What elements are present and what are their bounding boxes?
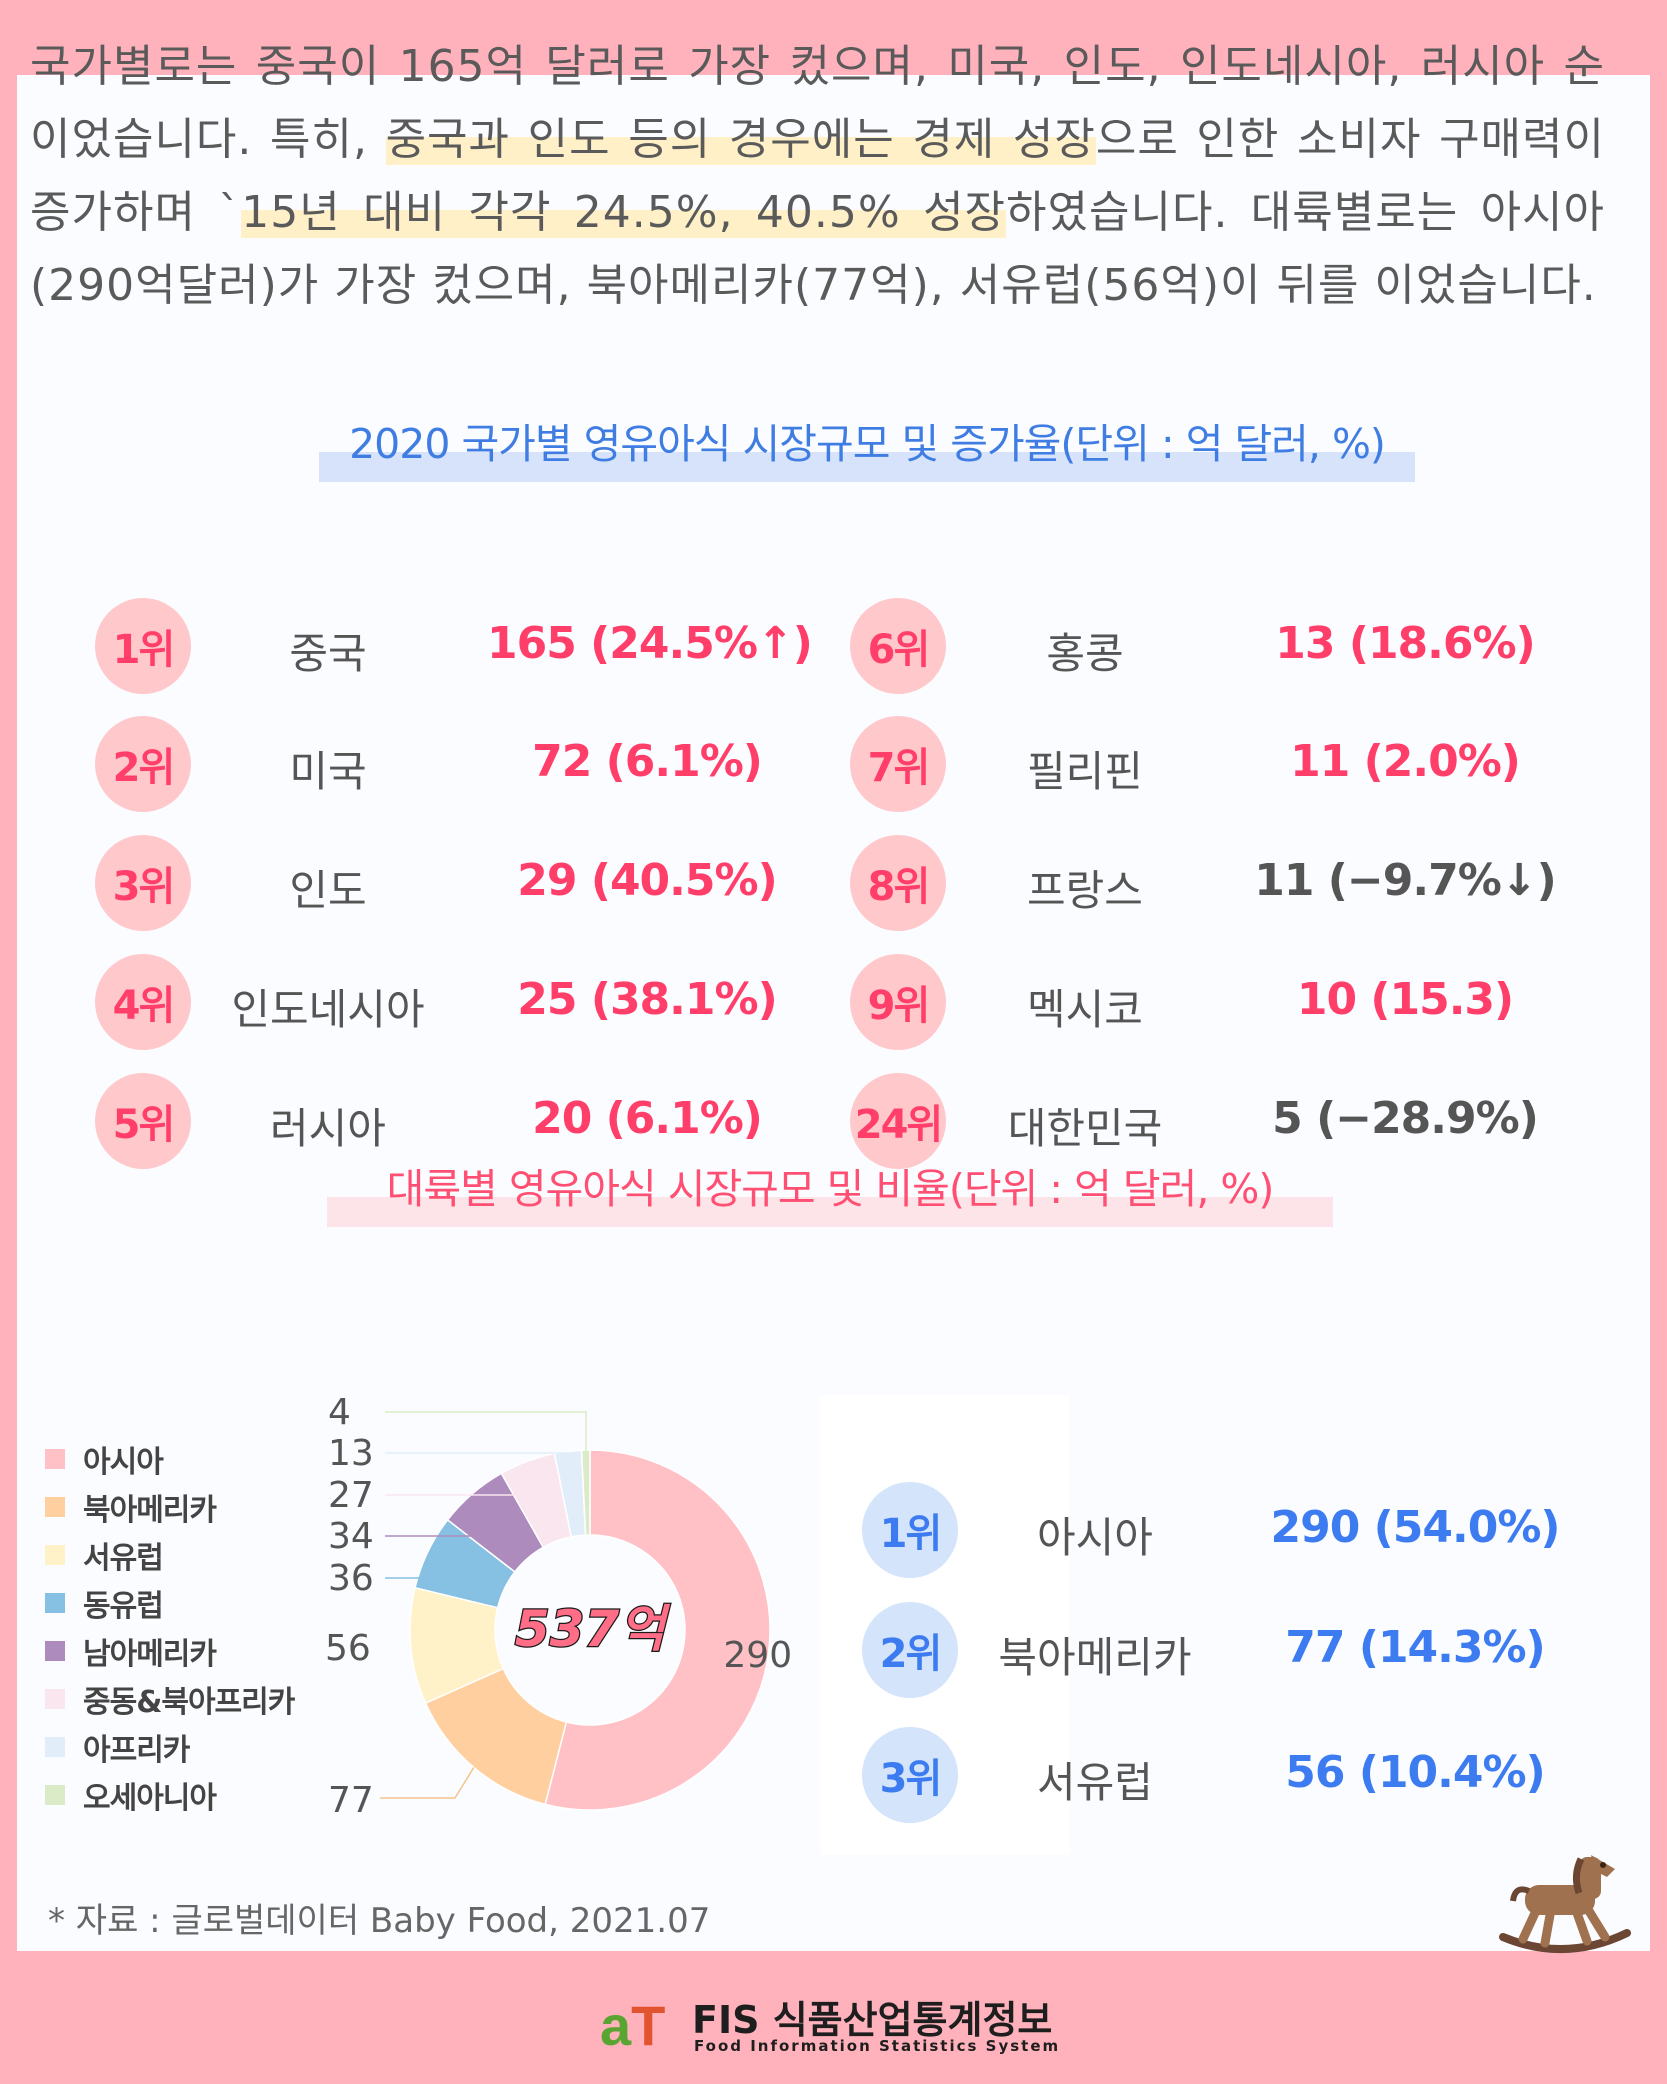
legend-label: 중동&북아프리카 (83, 1685, 295, 1720)
country-value: 5 (−28.9%) (1272, 1093, 1539, 1144)
continent-value: 77 (14.3%) (1285, 1622, 1545, 1673)
slice-value-label: 290 (723, 1635, 792, 1676)
slice-value-label: 34 (328, 1516, 374, 1557)
country-value: 11 (2.0%) (1290, 736, 1521, 787)
legend-label: 오세아니아 (83, 1781, 217, 1816)
legend-swatch (45, 1737, 65, 1757)
leader-line (385, 1556, 438, 1579)
country-value: 20 (6.1%) (532, 1093, 763, 1144)
leader-line (385, 1452, 570, 1462)
country-rank-badge: 1위 (95, 598, 191, 694)
leader-line (385, 1470, 532, 1496)
country-name: 인도네시아 (231, 985, 425, 1034)
rocking-horse-icon (1499, 1855, 1631, 1953)
source-note: * 자료 : 글로벌데이터 Baby Food, 2021.07 (48, 1901, 711, 1941)
country-name: 대한민국 (1007, 1104, 1163, 1153)
leader-line (385, 1501, 480, 1537)
country-value: 29 (40.5%) (517, 855, 777, 906)
leader-line (380, 1767, 475, 1799)
country-rank-badge: 6위 (850, 598, 946, 694)
continent-rank-badge: 2위 (862, 1602, 958, 1698)
legend-swatch (45, 1785, 65, 1805)
legend-label: 남아메리카 (83, 1637, 217, 1672)
country-value: 11 (−9.7%↓) (1254, 855, 1557, 906)
donut-center-label: 537억 (515, 1600, 671, 1658)
country-name: 중국 (289, 629, 367, 678)
legend-item: 아프리카 (45, 1723, 294, 1771)
country-name: 프랑스 (1027, 866, 1143, 915)
legend-swatch (45, 1689, 65, 1709)
country-value: 13 (18.6%) (1275, 618, 1535, 669)
legend-label: 아시아 (83, 1445, 164, 1480)
legend-label: 북아메리카 (83, 1493, 217, 1528)
legend-swatch (45, 1593, 65, 1613)
continent-rank-badge: 3위 (862, 1727, 958, 1823)
country-rank-badge: 2위 (95, 716, 191, 812)
country-rank-badge: 7위 (850, 716, 946, 812)
slice-value-label: 56 (325, 1628, 371, 1669)
slice-value-label: 36 (328, 1558, 374, 1599)
country-value: 25 (38.1%) (517, 974, 777, 1025)
legend-item: 서유럽 (45, 1531, 294, 1579)
legend-item: 아시아 (45, 1435, 294, 1483)
legend-item: 남아메리카 (45, 1627, 294, 1675)
country-name: 러시아 (270, 1104, 386, 1153)
intro-paragraph: 국가별로는 중국이 165억 달러로 가장 컸으며, 미국, 인도, 인도네시아… (30, 41, 1606, 311)
legend-swatch (45, 1545, 65, 1565)
country-value: 10 (15.3) (1296, 974, 1514, 1025)
country-rank-badge: 4위 (95, 954, 191, 1050)
brand-subtitle: Food Information Statistics System (694, 2037, 1061, 2055)
legend-item: 오세아니아 (45, 1771, 294, 1819)
leader-line (385, 1411, 587, 1461)
slice-value-label: 77 (328, 1780, 374, 1821)
legend-swatch (45, 1497, 65, 1517)
continent-name: 아시아 (1037, 1513, 1153, 1562)
slice-value-label: 13 (328, 1433, 374, 1474)
continent-donut-chart: 290 77 56 36 34 27 13 4 537억 (300, 1380, 820, 1840)
legend-item: 북아메리카 (45, 1483, 294, 1531)
country-rank-badge: 9위 (850, 954, 946, 1050)
slice-value-label: 27 (328, 1475, 374, 1516)
country-value: 72 (6.1%) (532, 736, 763, 787)
legend-label: 동유럽 (83, 1589, 164, 1624)
country-name: 멕시코 (1027, 985, 1143, 1034)
donut-slice (580, 1449, 591, 1536)
at-logo: aT (600, 1994, 666, 2057)
country-rank-badge: 5위 (95, 1073, 191, 1169)
footer-logo: aT FIS 식품산업통계정보 Food Information Statist… (600, 1985, 1100, 2057)
continent-section-title: 대륙별 영유아식 시장규모 및 비율(단위 : 억 달러, %) (327, 1155, 1333, 1227)
country-value: 165 (24.5%↑) (487, 618, 813, 669)
donut-slice (544, 1449, 771, 1811)
country-rank-badge: 24위 (850, 1073, 946, 1169)
legend-label: 아프리카 (83, 1733, 190, 1768)
continent-value: 56 (10.4%) (1285, 1747, 1545, 1798)
continent-name: 북아메리카 (998, 1633, 1192, 1682)
slice-value-label: 4 (328, 1392, 351, 1433)
continent-rank-badge: 1위 (862, 1482, 958, 1578)
highlight-rates: 15년 대비 각각 24.5%, 40.5% 성장 (241, 187, 1007, 238)
legend-label: 서유럽 (83, 1541, 164, 1576)
country-name: 홍콩 (1046, 629, 1124, 678)
legend-item: 동유럽 (45, 1579, 294, 1627)
country-rank-badge: 8위 (850, 835, 946, 931)
highlight-growth: 중국과 인도 등의 경우에는 경제 성장 (385, 114, 1096, 165)
continent-name: 서유럽 (1037, 1758, 1153, 1807)
country-name: 필리핀 (1027, 747, 1143, 796)
continent-value: 290 (54.0%) (1270, 1502, 1560, 1553)
country-rank-badge: 3위 (95, 835, 191, 931)
country-section-title: 2020 국가별 영유아식 시장규모 및 증가율(단위 : 억 달러, %) (319, 410, 1415, 482)
brand-name: FIS 식품산업통계정보 (692, 1998, 1053, 2042)
country-name: 인도 (289, 866, 367, 915)
legend-swatch (45, 1641, 65, 1661)
legend-swatch (45, 1449, 65, 1469)
legend-item: 중동&북아프리카 (45, 1675, 295, 1723)
country-name: 미국 (289, 747, 367, 796)
